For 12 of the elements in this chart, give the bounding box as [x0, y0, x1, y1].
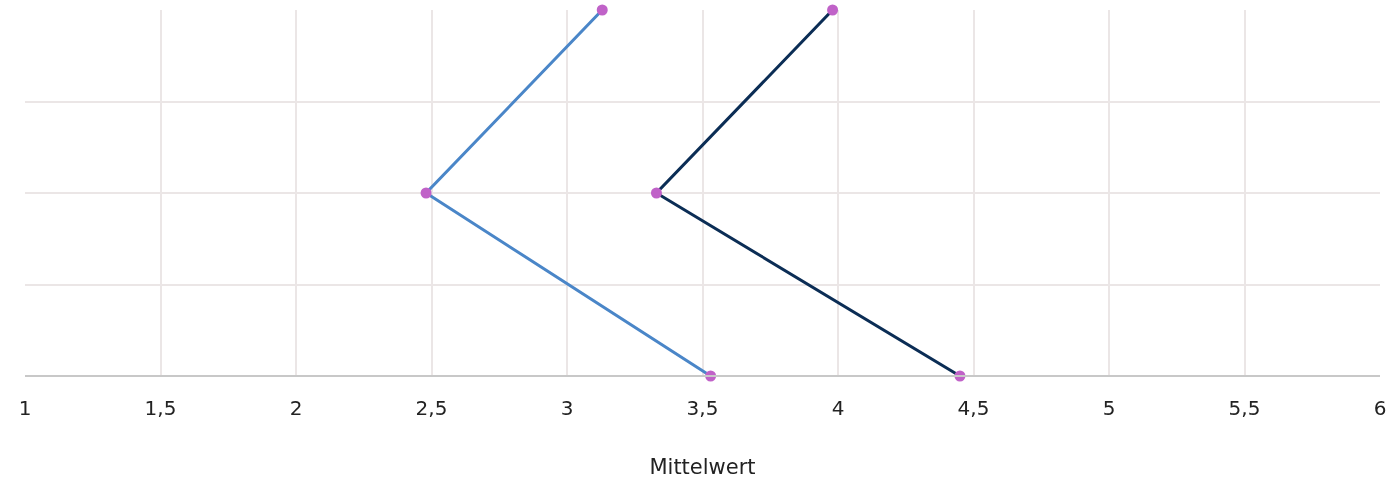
x-tick-label: 3 — [560, 396, 574, 420]
x-tick-label: 1 — [18, 396, 32, 420]
x-tick-label: 2 — [289, 396, 303, 420]
x-tick-label: 5 — [1102, 396, 1116, 420]
x-tick-label: 6 — [1373, 396, 1387, 420]
x-tick-label: 2,5 — [415, 396, 448, 420]
x-tick-label: 4 — [831, 396, 845, 420]
x-tick-label: 1,5 — [144, 396, 177, 420]
x-tick-label: 5,5 — [1228, 396, 1261, 420]
x-tick-label: 4,5 — [957, 396, 990, 420]
x-axis-title: Mittelwert — [649, 455, 756, 480]
x-tick-label: 3,5 — [686, 396, 719, 420]
